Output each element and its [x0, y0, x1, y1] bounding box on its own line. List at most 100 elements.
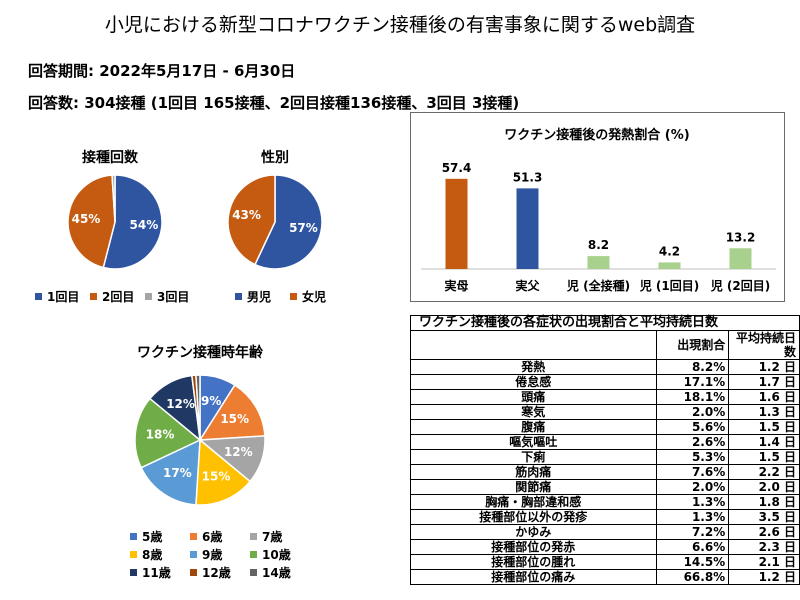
survey-period: 回答期間: 2022年5月17日 - 6月30日 [28, 62, 296, 80]
bar-category-label: 児 (1回目) [639, 279, 700, 293]
symptom-days: 1.5 日 [728, 449, 800, 465]
symptom-name: 筋肉痛 [410, 464, 657, 480]
symptom-rate: 7.2% [655, 524, 730, 540]
pie-data-label: 43% [232, 208, 261, 222]
table-row: 筋肉痛 7.6% 2.2 日 [410, 464, 800, 480]
pie-slice-3回目 [111, 174, 116, 223]
table-row: 接種部位の腫れ 14.5% 2.1 日 [410, 554, 800, 570]
symptom-rate: 5.3% [655, 449, 730, 465]
legend-item-14歳: 14歳 [250, 564, 291, 581]
pie-data-label: 18% [146, 427, 175, 441]
legend-swatch [290, 293, 297, 300]
table-row: 嘔気嘔吐 2.6% 1.4 日 [410, 434, 800, 450]
bar-児 (1回目) [658, 262, 681, 269]
pie-data-label: 9% [201, 394, 221, 408]
age-pie-title: ワクチン接種時年齢 [137, 345, 263, 361]
page-title: 小児における新型コロナワクチン接種後の有害事象に関するweb調査 [104, 14, 696, 36]
pie-slice-10歳 [134, 397, 202, 469]
symptom-name: 接種部位の腫れ [410, 554, 657, 570]
bar-category-label: 児 (2回目) [710, 279, 771, 293]
symptom-days: 2.1 日 [728, 554, 800, 570]
column-header: 平均持続日数 [728, 330, 800, 360]
legend-item-男児: 男児 [235, 288, 271, 305]
response-count: 回答数: 304接種 (1回目 165接種、2回目接種136接種、3回目 3接種… [28, 94, 520, 112]
bar-category-label: 実父 [515, 278, 540, 293]
pie-slice-2回目 [67, 174, 116, 269]
legend-label: 1回目 [47, 290, 80, 304]
column-header: 出現割合 [655, 330, 730, 360]
symptom-name: かゆみ [410, 524, 657, 540]
symptom-rate: 6.6% [655, 539, 730, 555]
legend-label: 9歳 [202, 548, 223, 562]
legend-swatch [190, 551, 197, 558]
legend-swatch [35, 293, 42, 300]
symptom-days: 1.7 日 [728, 374, 800, 390]
symptom-days: 1.3 日 [728, 404, 800, 420]
symptom-days: 2.2 日 [728, 464, 800, 480]
symptom-name: 嘔気嘔吐 [410, 434, 657, 450]
bar-児 (2回目) [729, 248, 752, 269]
table-row: 発熱 8.2% 1.2 日 [410, 359, 800, 375]
pie-data-label: 12% [166, 397, 195, 411]
symptom-days: 3.5 日 [728, 509, 800, 525]
legend-label: 6歳 [202, 530, 223, 544]
bar-category-label: 実母 [444, 278, 468, 293]
symptom-name: 頭痛 [410, 389, 657, 405]
symptom-rate: 2.6% [655, 434, 730, 450]
legend-swatch [145, 293, 152, 300]
pie-data-label: 15% [202, 469, 231, 483]
legend-label: 14歳 [262, 566, 291, 580]
legend-label: 11歳 [142, 566, 171, 580]
sex-pie-title: 性別 [261, 150, 289, 166]
symptom-name: 倦怠感 [410, 374, 657, 390]
table-row: 下痢 5.3% 1.5 日 [410, 449, 800, 465]
bar-児 (全接種) [587, 256, 610, 269]
symptom-days: 1.8 日 [728, 494, 800, 510]
bar-value-label: 8.2 [588, 238, 609, 252]
legend-swatch [190, 569, 197, 576]
legend-item-9歳: 9歳 [190, 546, 222, 563]
symptom-rate: 2.0% [655, 479, 730, 495]
dose-pie-chart: 54% 45% 1% [67, 162, 163, 270]
table-row: 腹痛 5.6% 1.5 日 [410, 419, 800, 435]
symptom-name: 接種部位以外の発疹 [410, 509, 657, 525]
legend-label: 男児 [247, 290, 272, 304]
legend-label: 2回目 [102, 290, 135, 304]
table-row: 胸痛・胸部違和感 1.3% 1.8 日 [410, 494, 800, 510]
legend-swatch [250, 569, 257, 576]
legend-swatch [190, 533, 197, 540]
symptom-rate: 66.8% [655, 569, 730, 585]
pie-slice-男児 [253, 174, 323, 270]
legend-label: 10歳 [262, 548, 291, 562]
pie-data-label: 57% [289, 221, 318, 235]
sex-pie-chart: 57% 43% [227, 174, 323, 270]
legend-item-10歳: 10歳 [250, 546, 291, 563]
legend-item-11歳: 11歳 [130, 564, 171, 581]
symptom-days: 1.5 日 [728, 419, 800, 435]
table-row: 接種部位以外の発疹 1.3% 3.5 日 [410, 509, 800, 525]
symptom-rate: 17.1% [655, 374, 730, 390]
pie-data-label: 54% [130, 218, 159, 232]
symptom-rate: 1.3% [655, 494, 730, 510]
symptom-table: ワクチン接種後の各症状の出現割合と平均持続日数 出現割合 平均持続日数 発熱 8.2% 1… [410, 315, 800, 585]
symptom-name: 寒気 [410, 404, 657, 420]
fever-chart-frame: ワクチン接種後の発熱割合 (%) 57.4 実母 51.3 実父 8.2 児 (全接種) 4.… [410, 112, 785, 302]
column-header [410, 330, 657, 360]
legend-swatch [90, 293, 97, 300]
legend-swatch [250, 551, 257, 558]
bar-実母 [445, 178, 468, 269]
legend-swatch [130, 533, 137, 540]
pie-data-label: 12% [224, 445, 253, 459]
pie-data-label: 15% [220, 412, 249, 426]
symptom-name: 下痢 [410, 449, 657, 465]
symptom-rate: 14.5% [655, 554, 730, 570]
table-row: 接種部位の痛み 66.8% 1.2 日 [410, 569, 800, 585]
table-row: 頭痛 18.1% 1.6 日 [410, 389, 800, 405]
table-row: かゆみ 7.2% 2.6 日 [410, 524, 800, 540]
symptom-name: 関節痛 [410, 479, 657, 495]
symptom-days: 1.2 日 [728, 359, 800, 375]
symptom-days: 1.6 日 [728, 389, 800, 405]
symptom-rate: 18.1% [655, 389, 730, 405]
symptom-days: 1.2 日 [728, 569, 800, 585]
legend-item-12歳: 12歳 [190, 564, 231, 581]
